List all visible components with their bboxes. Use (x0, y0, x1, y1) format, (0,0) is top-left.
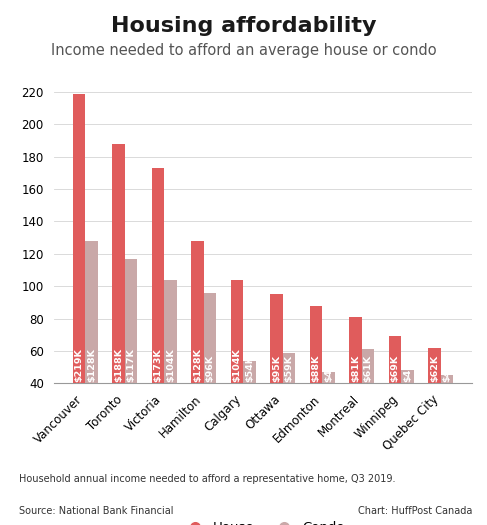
Text: $128K: $128K (87, 348, 96, 382)
Text: $45K: $45K (443, 354, 451, 382)
Text: $88K: $88K (311, 354, 320, 382)
Bar (401, 370, 414, 448)
Text: $69K: $69K (391, 354, 399, 382)
Legend: House, Condo: House, Condo (176, 516, 350, 525)
Bar (349, 317, 362, 448)
Text: $104K: $104K (232, 348, 242, 382)
Bar (389, 337, 401, 448)
Text: Income needed to afford an average house or condo: Income needed to afford an average house… (51, 43, 436, 58)
Bar (204, 292, 216, 448)
Text: $96K: $96K (206, 354, 215, 382)
Bar (362, 349, 375, 448)
Text: $59K: $59K (284, 354, 294, 382)
Text: $81K: $81K (351, 354, 360, 382)
Bar (428, 348, 441, 448)
Bar (191, 241, 204, 448)
Text: $104K: $104K (166, 348, 175, 382)
Bar (310, 306, 322, 448)
Bar (125, 259, 137, 448)
Bar (151, 168, 164, 448)
Bar (322, 372, 335, 448)
Text: Chart: HuffPost Canada: Chart: HuffPost Canada (358, 506, 472, 516)
Text: $61K: $61K (363, 354, 373, 382)
Bar (283, 352, 296, 448)
Text: $47K: $47K (324, 354, 333, 382)
Bar (441, 375, 453, 448)
Bar (243, 361, 256, 448)
Text: $95K: $95K (272, 354, 281, 382)
Text: $188K: $188K (114, 348, 123, 382)
Text: Source: National Bank Financial: Source: National Bank Financial (19, 506, 174, 516)
Bar (85, 241, 98, 448)
Bar (230, 280, 243, 448)
Text: Household annual income needed to afford a representative home, Q3 2019.: Household annual income needed to afford… (19, 474, 396, 484)
Bar (164, 280, 177, 448)
Text: $54K: $54K (245, 354, 254, 382)
Text: $117K: $117K (127, 348, 135, 382)
Bar (112, 144, 125, 448)
Text: $128K: $128K (193, 348, 202, 382)
Bar (270, 295, 283, 448)
Text: $173K: $173K (153, 348, 163, 382)
Text: $62K: $62K (430, 354, 439, 382)
Bar (73, 93, 85, 448)
Text: $48K: $48K (403, 354, 412, 382)
Text: Housing affordability: Housing affordability (111, 16, 376, 36)
Text: $219K: $219K (75, 348, 83, 382)
